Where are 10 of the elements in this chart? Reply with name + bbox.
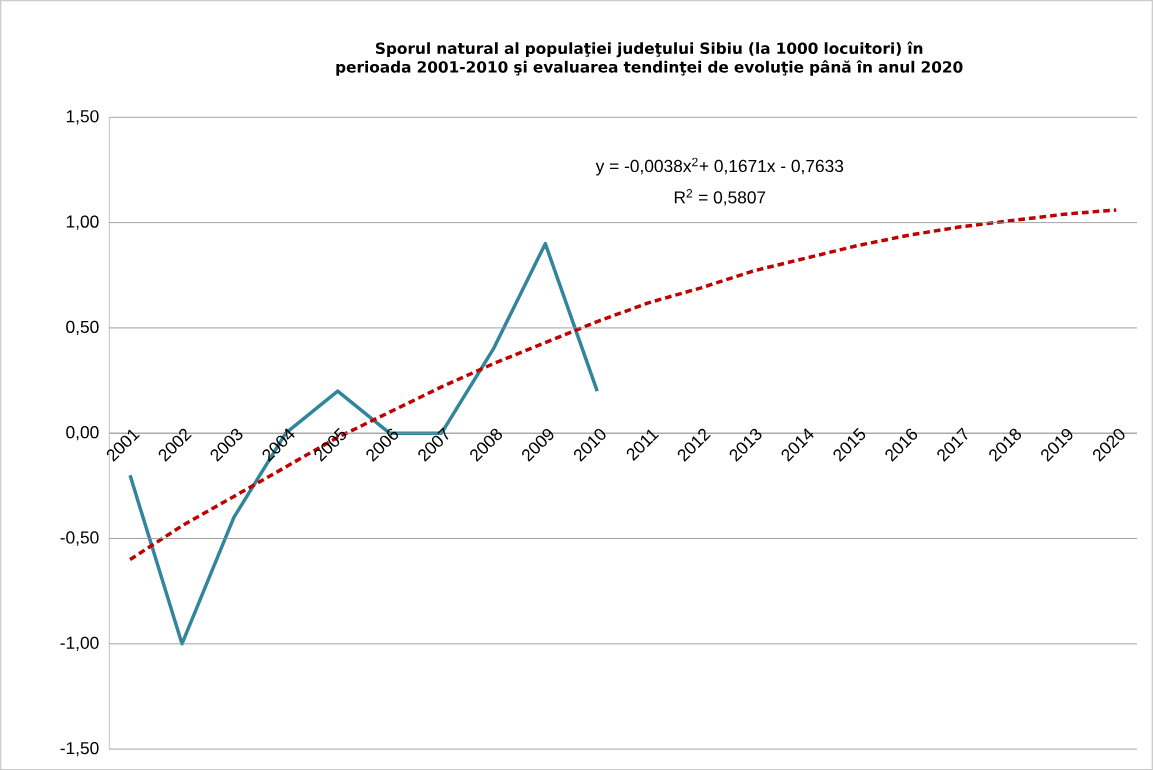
y-tick-label: -1,50 bbox=[60, 741, 99, 757]
y-tick-label: -0,50 bbox=[60, 531, 99, 546]
y-tick-label: 0,50 bbox=[66, 320, 99, 335]
y-tick-label: 1,00 bbox=[66, 215, 99, 230]
annotation: y = -0,0038x$^{2}$+ 0,1671x - 0,7633 bbox=[595, 157, 844, 176]
y-tick-label: 0,00 bbox=[66, 425, 99, 441]
annotation: R$^{2}$ = 0,5807 bbox=[674, 188, 766, 206]
y-tick-label: -1,00 bbox=[60, 636, 99, 651]
chart-title: Sporul natural al populaţiei judeţului Sibiu (la 1000 locuitori) în perioada 2001-2010 şi evaluarea tendinţei de evoluţie până în anul 2020 bbox=[336, 41, 963, 76]
y-tick-label: 1,50 bbox=[66, 109, 99, 125]
